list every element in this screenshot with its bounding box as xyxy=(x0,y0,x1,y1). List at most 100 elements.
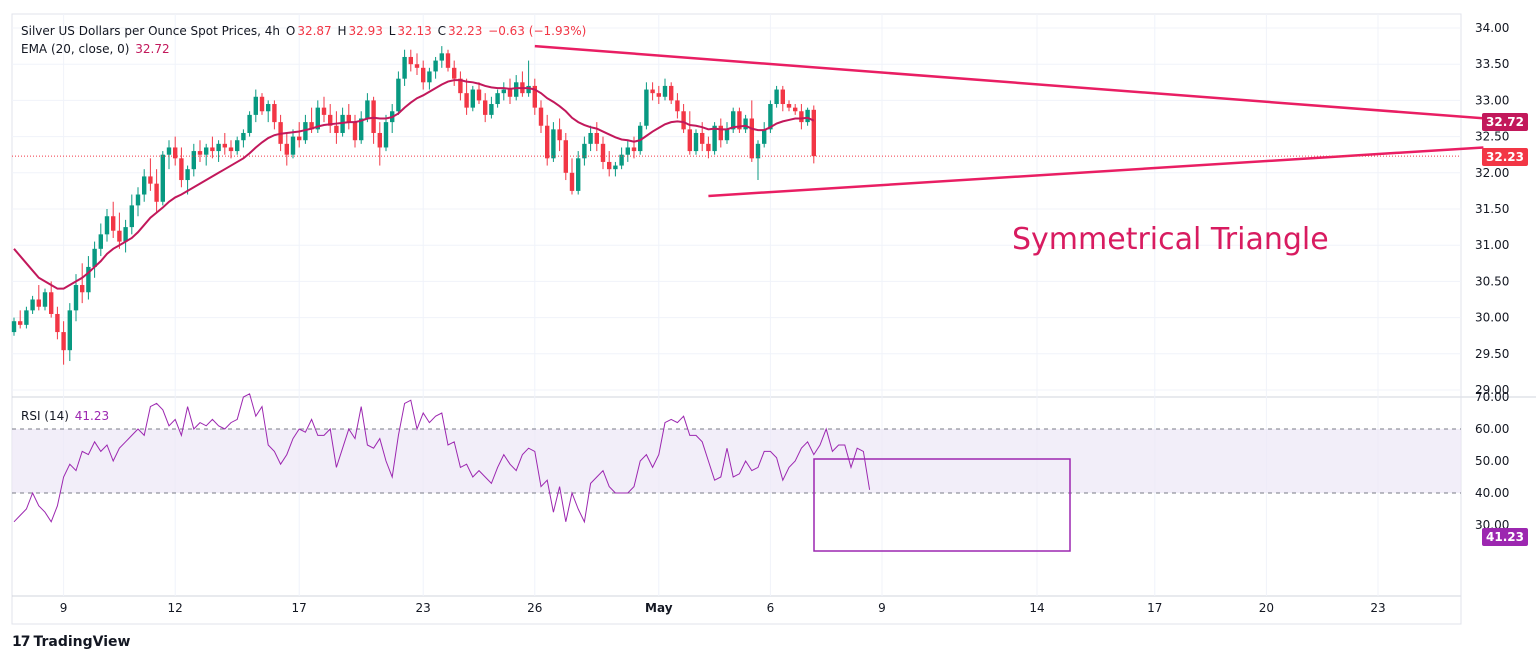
candle-body xyxy=(576,158,581,191)
candle-body xyxy=(600,143,606,162)
candle-body xyxy=(402,56,407,79)
time-tick-label: 17 xyxy=(292,601,307,615)
candle-body xyxy=(328,114,333,126)
candle-body xyxy=(755,143,761,159)
candle-body xyxy=(383,122,389,148)
ema-value: 32.72 xyxy=(135,42,170,56)
ema-price-tag: 32.72 xyxy=(1482,113,1528,131)
tradingview-logo[interactable]: 17 TradingView xyxy=(12,634,130,650)
price-tick-label: 29.50 xyxy=(1475,347,1509,361)
candle-body xyxy=(408,56,413,65)
candle-body xyxy=(805,109,810,123)
candle-body xyxy=(309,122,314,130)
candle-body xyxy=(476,89,482,101)
ema-legend: EMA (20, close, 0) 32.72 xyxy=(21,41,172,57)
candle-body xyxy=(303,122,308,141)
time-tick-label: 9 xyxy=(60,601,68,615)
open-value: 32.87 xyxy=(297,24,332,38)
rsi-series xyxy=(13,393,1071,552)
logo-text: TradingView xyxy=(33,634,131,650)
candle-body xyxy=(687,129,692,152)
rsi-band xyxy=(12,428,1461,494)
candle-body xyxy=(718,125,723,141)
rsi-range-box xyxy=(813,458,1071,552)
candle-body xyxy=(135,194,141,206)
candle-body xyxy=(160,154,165,202)
ema-line xyxy=(13,79,815,290)
candle-body xyxy=(228,147,234,152)
time-tick-label: 20 xyxy=(1259,601,1274,615)
rsi-band-fill xyxy=(12,429,1461,493)
price-tick-label: 32.50 xyxy=(1475,130,1509,144)
candle-body xyxy=(11,321,17,333)
ema-series xyxy=(13,79,815,290)
candle-body xyxy=(538,107,544,126)
candle-body xyxy=(495,93,500,105)
rsi-tick-label: 60.00 xyxy=(1475,422,1509,436)
candle-body xyxy=(724,129,730,141)
time-tick-label: 17 xyxy=(1147,601,1162,615)
candle-body xyxy=(780,89,785,105)
candle-body xyxy=(749,118,754,159)
candle-body xyxy=(272,104,277,123)
candle-body xyxy=(464,93,469,108)
candle-body xyxy=(526,85,531,94)
candle-body xyxy=(142,176,147,195)
candle-body xyxy=(644,89,649,126)
candle-body xyxy=(259,96,265,112)
candle-body xyxy=(675,100,680,112)
candle-body xyxy=(284,143,289,155)
grid xyxy=(11,13,1536,625)
candle-body xyxy=(129,205,134,228)
rsi-value: 41.23 xyxy=(74,409,110,423)
time-tick-label: 23 xyxy=(1370,601,1385,615)
candle-body xyxy=(669,85,674,101)
change-value: −0.63 (−1.93%) xyxy=(488,24,587,38)
candle-body xyxy=(340,114,345,133)
symbol-title: Silver US Dollars per Ounce Spot Prices,… xyxy=(21,24,281,38)
candle-body xyxy=(700,132,705,144)
candle-body xyxy=(185,169,190,181)
tradingview-mark-icon: 17 xyxy=(12,634,31,650)
time-tick-label: 6 xyxy=(767,601,775,615)
candle-body xyxy=(290,136,296,155)
candle-body xyxy=(588,132,593,144)
candle-body xyxy=(414,64,420,68)
candle-body xyxy=(774,89,779,105)
candle-body xyxy=(743,118,748,130)
candle-body xyxy=(86,266,91,293)
candle-body xyxy=(427,71,432,83)
candle-body xyxy=(321,107,327,115)
candle-body xyxy=(737,111,742,130)
candle-body xyxy=(582,143,587,159)
candle-body xyxy=(458,78,463,94)
axes: 34.00 33.50 33.00 32.50 32.00 31.50 31.00 30.50… xyxy=(60,21,1510,615)
candle-body xyxy=(501,89,506,94)
candle-body xyxy=(433,60,438,72)
candle-body xyxy=(650,89,655,94)
candle-body xyxy=(377,132,382,148)
candle-body xyxy=(352,122,358,141)
candle-body xyxy=(532,85,537,108)
candle-body xyxy=(439,53,444,61)
candle-body xyxy=(712,125,717,152)
candle-body xyxy=(656,93,661,97)
candle-body xyxy=(607,161,612,170)
candle-body xyxy=(204,147,209,155)
candle-body xyxy=(811,109,816,157)
candle-body xyxy=(706,143,711,152)
ema-label: EMA (20, close, 0) xyxy=(21,42,130,56)
candle-body xyxy=(545,125,550,159)
open-label: O xyxy=(285,24,296,38)
candle-body xyxy=(92,248,97,267)
price-tick-label: 29.00 xyxy=(1475,383,1509,397)
low-label: L xyxy=(388,24,396,38)
time-tick-label: 12 xyxy=(168,601,183,615)
candle-body xyxy=(191,151,196,170)
close-label: C xyxy=(437,24,446,38)
last-price-tag: 32.23 xyxy=(1482,148,1528,166)
candle-body xyxy=(793,107,798,112)
candle-body xyxy=(768,104,773,130)
candle-body xyxy=(247,114,252,133)
